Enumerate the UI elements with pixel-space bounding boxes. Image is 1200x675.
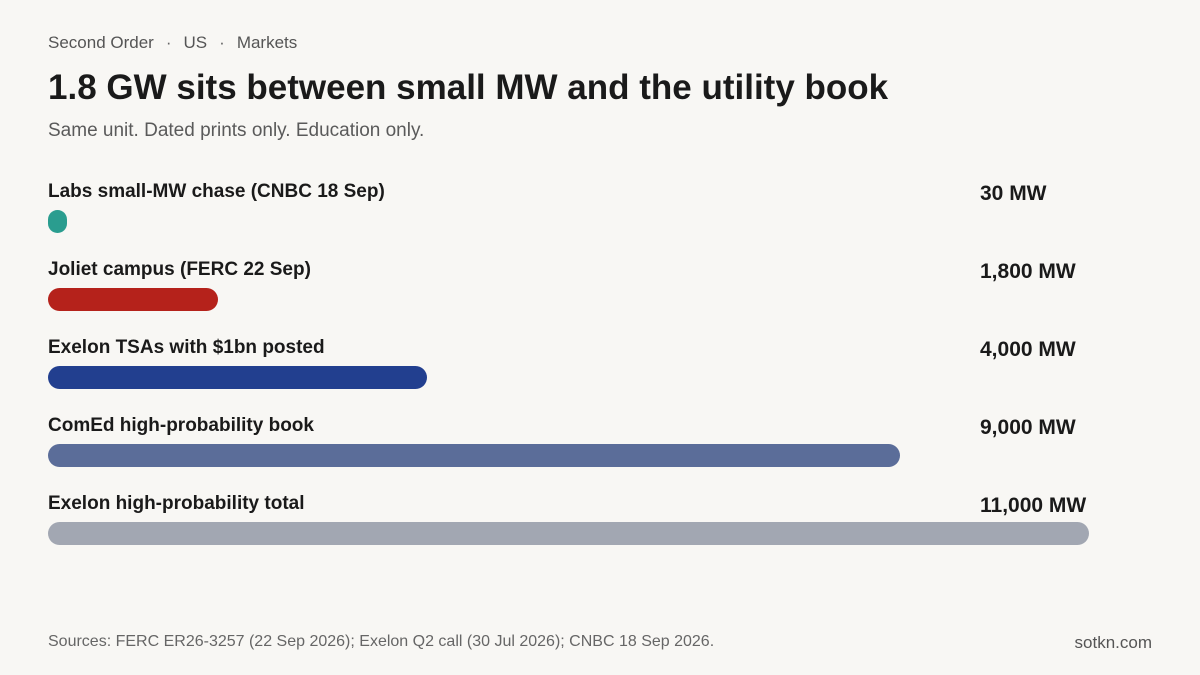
breadcrumb-item-section: Markets xyxy=(236,33,298,52)
breadcrumb-separator: · xyxy=(219,33,225,52)
bar xyxy=(48,210,67,233)
bar xyxy=(48,366,427,389)
bar-value-label: 1,800 MW xyxy=(980,260,1076,283)
chart-row: Exelon TSAs with $1bn posted 4,000 MW xyxy=(0,337,1200,407)
breadcrumb-item-region: US xyxy=(183,33,208,52)
chart-row: ComEd high-probability book 9,000 MW xyxy=(0,415,1200,485)
bar-label: ComEd high-probability book xyxy=(48,415,314,436)
chart-row: Exelon high-probability total 11,000 MW xyxy=(0,493,1200,563)
bar-label: Exelon TSAs with $1bn posted xyxy=(48,337,325,358)
bar xyxy=(48,522,1089,545)
chart-row: Joliet campus (FERC 22 Sep) 1,800 MW xyxy=(0,259,1200,329)
bar-value-label: 30 MW xyxy=(980,182,1047,205)
bar xyxy=(48,288,219,311)
chart-row: Labs small-MW chase (CNBC 18 Sep) 30 MW xyxy=(0,181,1200,251)
bar-value-label: 9,000 MW xyxy=(980,416,1076,439)
chart-subtitle: Same unit. Dated prints only. Education … xyxy=(48,120,425,141)
breadcrumb-separator: · xyxy=(165,33,172,52)
breadcrumb-item-publication: Second Order xyxy=(48,33,154,52)
bar-label: Joliet campus (FERC 22 Sep) xyxy=(48,259,311,280)
sources-note: Sources: FERC ER26-3257 (22 Sep 2026); E… xyxy=(48,633,715,650)
bar-value-label: 4,000 MW xyxy=(980,338,1076,361)
site-brand: sotkn.com xyxy=(1074,633,1152,652)
bar-label: Exelon high-probability total xyxy=(48,493,305,514)
breadcrumb: Second Order · US · Markets xyxy=(48,33,297,53)
bar xyxy=(48,444,900,467)
bar-value-label: 11,000 MW xyxy=(980,494,1087,517)
chart-title: 1.8 GW sits between small MW and the uti… xyxy=(48,68,889,107)
bar-label: Labs small-MW chase (CNBC 18 Sep) xyxy=(48,181,385,202)
